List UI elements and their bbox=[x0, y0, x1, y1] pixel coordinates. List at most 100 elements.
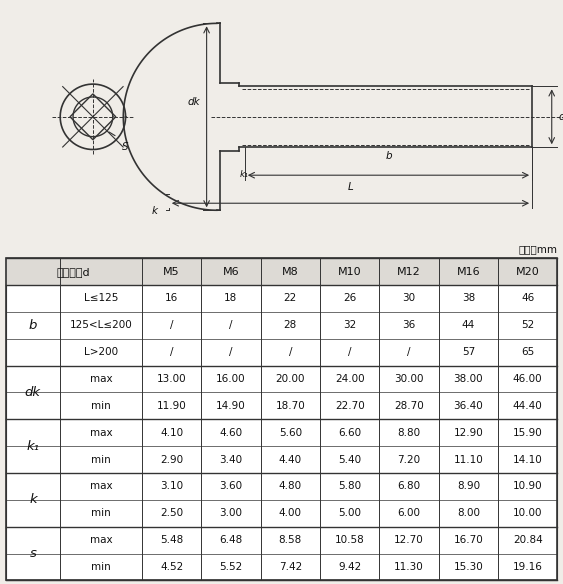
Text: max: max bbox=[90, 481, 113, 492]
Text: M5: M5 bbox=[163, 266, 180, 277]
Text: M10: M10 bbox=[338, 266, 361, 277]
Text: 18: 18 bbox=[224, 293, 238, 304]
Text: 16: 16 bbox=[165, 293, 178, 304]
Text: 4.60: 4.60 bbox=[220, 427, 243, 438]
Text: 5.40: 5.40 bbox=[338, 454, 361, 465]
Text: 6.60: 6.60 bbox=[338, 427, 361, 438]
Text: 4.52: 4.52 bbox=[160, 562, 183, 572]
Text: M12: M12 bbox=[397, 266, 421, 277]
Text: 7.20: 7.20 bbox=[397, 454, 421, 465]
Text: 57: 57 bbox=[462, 347, 475, 357]
Text: 7.42: 7.42 bbox=[279, 562, 302, 572]
Text: min: min bbox=[91, 562, 111, 572]
Text: k: k bbox=[151, 206, 158, 217]
Text: 8.58: 8.58 bbox=[279, 535, 302, 545]
Text: 8.80: 8.80 bbox=[397, 427, 421, 438]
Text: /: / bbox=[229, 320, 233, 331]
Text: 6.80: 6.80 bbox=[397, 481, 421, 492]
Text: 28.70: 28.70 bbox=[394, 401, 424, 411]
Text: S: S bbox=[122, 142, 128, 152]
Text: s: s bbox=[29, 547, 37, 560]
Text: 单位：mm: 单位：mm bbox=[519, 245, 557, 255]
Text: 3.60: 3.60 bbox=[220, 481, 243, 492]
Text: 46: 46 bbox=[521, 293, 534, 304]
Text: 26: 26 bbox=[343, 293, 356, 304]
Text: 4.80: 4.80 bbox=[279, 481, 302, 492]
Text: 11.90: 11.90 bbox=[157, 401, 186, 411]
Text: 38.00: 38.00 bbox=[454, 374, 483, 384]
Text: M20: M20 bbox=[516, 266, 539, 277]
Text: 6.48: 6.48 bbox=[220, 535, 243, 545]
Text: M8: M8 bbox=[282, 266, 298, 277]
Text: 8.90: 8.90 bbox=[457, 481, 480, 492]
Text: max: max bbox=[90, 535, 113, 545]
Text: 20.84: 20.84 bbox=[513, 535, 543, 545]
Text: 11.30: 11.30 bbox=[394, 562, 424, 572]
Text: min: min bbox=[91, 401, 111, 411]
Text: 12.70: 12.70 bbox=[394, 535, 424, 545]
Text: 9.42: 9.42 bbox=[338, 562, 361, 572]
Text: 19.16: 19.16 bbox=[513, 562, 543, 572]
Text: 16.70: 16.70 bbox=[453, 535, 483, 545]
Text: 22: 22 bbox=[284, 293, 297, 304]
Text: b: b bbox=[385, 151, 392, 161]
Text: 16.00: 16.00 bbox=[216, 374, 245, 384]
Text: 4.00: 4.00 bbox=[279, 508, 302, 519]
Text: 5.00: 5.00 bbox=[338, 508, 361, 519]
Text: 14.90: 14.90 bbox=[216, 401, 246, 411]
Text: 8.00: 8.00 bbox=[457, 508, 480, 519]
Text: 10.58: 10.58 bbox=[335, 535, 364, 545]
Text: max: max bbox=[90, 374, 113, 384]
Text: 36.40: 36.40 bbox=[453, 401, 483, 411]
Text: 28: 28 bbox=[284, 320, 297, 331]
Text: 5.80: 5.80 bbox=[338, 481, 361, 492]
Text: k: k bbox=[29, 493, 37, 506]
Text: 38: 38 bbox=[462, 293, 475, 304]
Text: 11.10: 11.10 bbox=[453, 454, 483, 465]
Text: L: L bbox=[347, 182, 354, 192]
Text: 30.00: 30.00 bbox=[394, 374, 424, 384]
Text: 30: 30 bbox=[403, 293, 415, 304]
Text: 2.50: 2.50 bbox=[160, 508, 183, 519]
Text: 24.00: 24.00 bbox=[335, 374, 364, 384]
Text: 12.90: 12.90 bbox=[453, 427, 483, 438]
Text: M6: M6 bbox=[222, 266, 239, 277]
Text: 3.10: 3.10 bbox=[160, 481, 183, 492]
Text: L≤125: L≤125 bbox=[84, 293, 118, 304]
Text: b: b bbox=[29, 319, 37, 332]
Text: 10.90: 10.90 bbox=[513, 481, 543, 492]
Text: 3.00: 3.00 bbox=[220, 508, 243, 519]
Text: 13.00: 13.00 bbox=[157, 374, 186, 384]
Text: k₁: k₁ bbox=[239, 170, 248, 179]
Text: 2.90: 2.90 bbox=[160, 454, 183, 465]
Text: 32: 32 bbox=[343, 320, 356, 331]
Text: k₁: k₁ bbox=[26, 440, 39, 453]
Text: M16: M16 bbox=[457, 266, 480, 277]
Text: 44.40: 44.40 bbox=[513, 401, 543, 411]
Text: /: / bbox=[229, 347, 233, 357]
Text: /: / bbox=[407, 347, 411, 357]
Text: min: min bbox=[91, 454, 111, 465]
Text: 22.70: 22.70 bbox=[335, 401, 364, 411]
Text: 5.52: 5.52 bbox=[220, 562, 243, 572]
Text: 15.30: 15.30 bbox=[453, 562, 483, 572]
Text: 44: 44 bbox=[462, 320, 475, 331]
Text: 3.40: 3.40 bbox=[220, 454, 243, 465]
Text: 15.90: 15.90 bbox=[513, 427, 543, 438]
Text: 65: 65 bbox=[521, 347, 534, 357]
Text: 6.00: 6.00 bbox=[397, 508, 421, 519]
Text: 4.10: 4.10 bbox=[160, 427, 183, 438]
Text: 10.00: 10.00 bbox=[513, 508, 542, 519]
Text: /: / bbox=[348, 347, 351, 357]
Text: max: max bbox=[90, 427, 113, 438]
Bar bbox=[6, 258, 557, 285]
Text: /: / bbox=[288, 347, 292, 357]
Text: /: / bbox=[170, 347, 173, 357]
Text: 20.00: 20.00 bbox=[275, 374, 305, 384]
Text: 5.60: 5.60 bbox=[279, 427, 302, 438]
Text: 14.10: 14.10 bbox=[513, 454, 543, 465]
Text: dk: dk bbox=[25, 386, 41, 399]
Text: 36: 36 bbox=[403, 320, 415, 331]
Text: 18.70: 18.70 bbox=[275, 401, 305, 411]
Text: dk: dk bbox=[187, 98, 200, 107]
